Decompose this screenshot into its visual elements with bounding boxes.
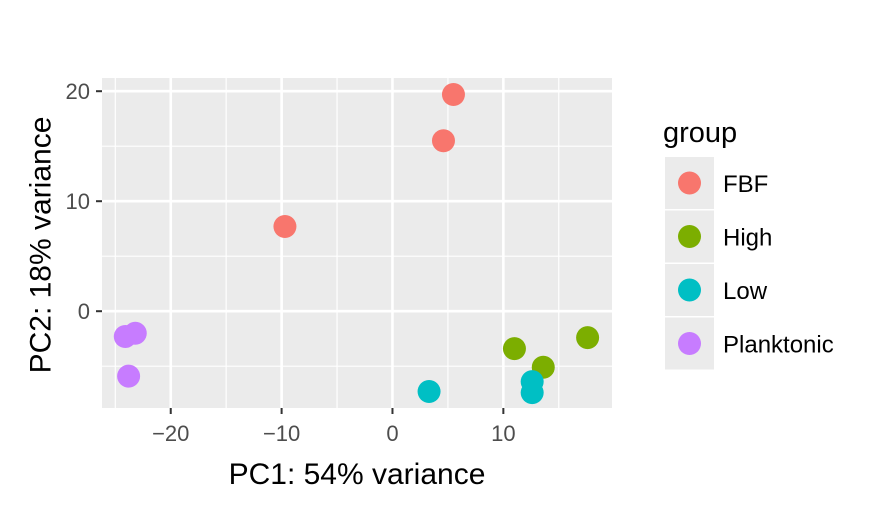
legend-item-fbf: FBF	[665, 157, 768, 209]
data-point-planktonic	[117, 364, 141, 388]
plot-panel	[102, 78, 612, 408]
x-tick-label: 10	[491, 421, 515, 446]
legend: group FBF High Low Planktonic	[663, 117, 834, 370]
legend-label: FBF	[723, 171, 768, 198]
y-tick-label: 10	[66, 189, 90, 214]
data-point-low	[417, 380, 441, 403]
x-tick-label: −20	[152, 421, 189, 446]
data-point-fbf	[273, 215, 297, 238]
y-tick-label: 0	[78, 299, 90, 324]
legend-label: High	[723, 225, 772, 252]
x-tick-label: 0	[386, 421, 398, 446]
data-point-fbf	[431, 129, 455, 153]
data-point-fbf	[441, 83, 465, 106]
y-axis-title: PC2: 18% variance	[25, 117, 58, 374]
y-axis: 0 10 20	[66, 79, 102, 324]
data-point-high	[502, 337, 526, 361]
data-point-planktonic	[113, 325, 137, 348]
legend-key-dot	[678, 225, 701, 248]
legend-key-dot	[678, 332, 701, 355]
legend-label: Planktonic	[723, 332, 834, 359]
data-points	[113, 83, 600, 405]
x-axis-title: PC1: 54% variance	[229, 458, 486, 491]
data-point-low	[520, 381, 544, 405]
legend-title: group	[663, 117, 737, 149]
legend-item-high: High	[665, 210, 772, 263]
legend-key-dot	[678, 278, 701, 302]
major-gridlines	[102, 78, 612, 408]
legend-item-low: Low	[665, 264, 768, 316]
legend-key-dot	[678, 171, 701, 195]
legend-label: Low	[723, 278, 768, 305]
x-tick-label: −10	[263, 421, 300, 446]
x-axis: −20 −10 0 10	[152, 408, 516, 446]
data-point-high	[576, 326, 600, 350]
y-tick-label: 20	[66, 79, 90, 104]
legend-item-planktonic: Planktonic	[665, 317, 834, 370]
